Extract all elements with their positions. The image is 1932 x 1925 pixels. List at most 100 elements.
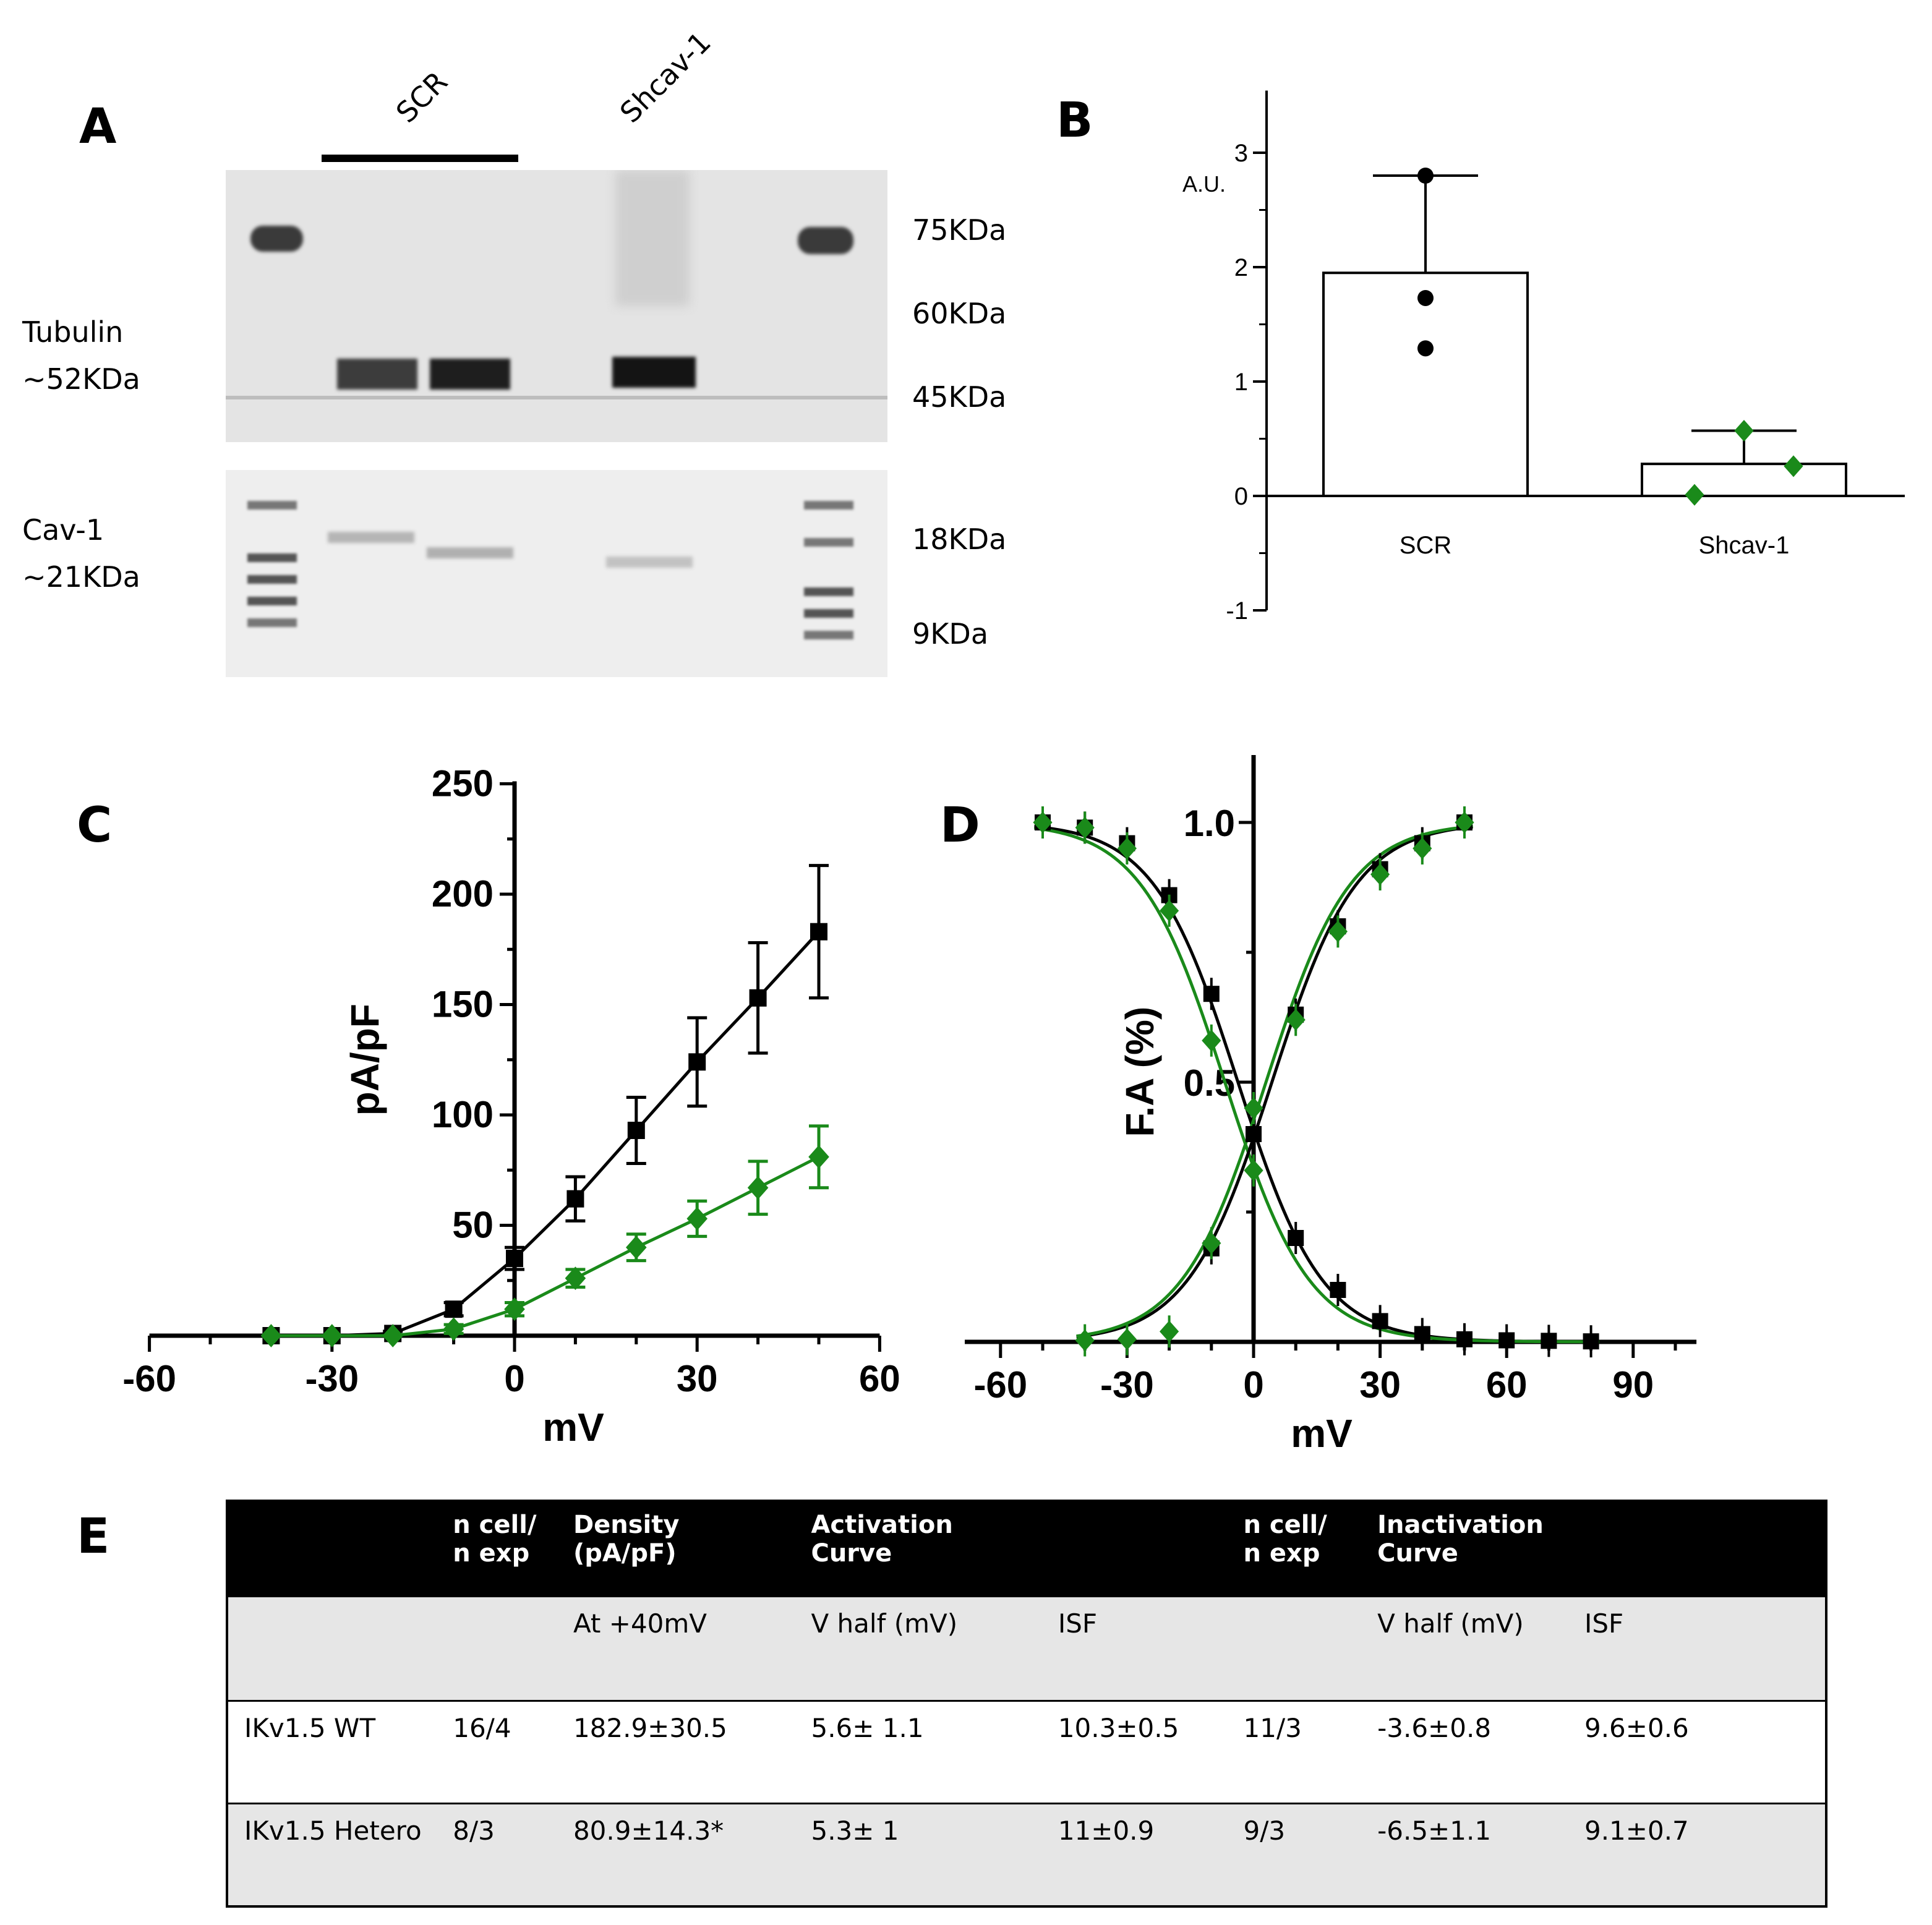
- x-tick-label: -30: [1100, 1364, 1154, 1406]
- data-point: [1372, 1313, 1388, 1330]
- bar: [1322, 271, 1529, 497]
- marker-18kda: 18KDa: [912, 523, 1007, 556]
- table-subheader-cell: At +40mV: [557, 1597, 795, 1701]
- table-row: IKv1.5 WT 16/4 182.9±30.5 5.6± 1.1 10.3±…: [227, 1700, 1826, 1804]
- bar: [1641, 463, 1847, 498]
- ladder-band: [247, 553, 297, 562]
- data-point: [260, 1324, 282, 1347]
- marker-45kda: 45KDa: [912, 380, 1007, 414]
- x-tick-label: 0: [504, 1358, 524, 1399]
- data-point: [1784, 455, 1803, 477]
- y-axis-label: pA/pF: [343, 1004, 387, 1116]
- data-point: [1033, 811, 1053, 834]
- y-tick-label: 3: [1234, 140, 1248, 167]
- table-cell: 5.6± 1.1: [795, 1700, 1042, 1804]
- table-subheader-row: At +40mV V half (mV) ISF V half (mV) ISF: [227, 1597, 1826, 1701]
- data-point: [1288, 1230, 1304, 1246]
- ladder-band: [247, 597, 297, 605]
- data-point: [1541, 1333, 1557, 1349]
- table-header-cell: [1568, 1501, 1826, 1597]
- tubulin-size-label: ~52KDa: [22, 362, 140, 396]
- data-point: [1160, 1320, 1179, 1342]
- x-tick-label: 90: [1612, 1364, 1654, 1406]
- data-point: [1734, 420, 1754, 442]
- data-point: [1203, 986, 1220, 1002]
- x-category-label: SCR: [1400, 532, 1451, 559]
- x-tick-label: -30: [305, 1358, 359, 1399]
- table-header-cell: n cell/ n exp: [1227, 1501, 1362, 1597]
- y-axis-label: F.A (%): [1118, 1007, 1162, 1137]
- data-point: [1328, 920, 1348, 942]
- panel-label-a: A: [79, 99, 117, 155]
- ladder-band: [804, 538, 853, 547]
- tubulin-band: [430, 359, 510, 390]
- y-tick-label: 250: [432, 763, 494, 805]
- table-header-cell: [227, 1501, 437, 1597]
- data-point: [1456, 1331, 1473, 1347]
- table-cell: -3.6±0.8: [1361, 1700, 1568, 1804]
- data-point: [1244, 1159, 1263, 1182]
- table-cell: 9.1±0.7: [1568, 1803, 1826, 1906]
- table-cell: -6.5±1.1: [1361, 1803, 1568, 1906]
- tubulin-band: [337, 359, 417, 390]
- marker-9kda: 9KDa: [912, 617, 989, 651]
- y-tick-label: 0.5: [1184, 1062, 1235, 1104]
- panel-label-c: C: [77, 798, 113, 853]
- cav1-band: [427, 547, 513, 558]
- fit-curve: [1076, 824, 1473, 1338]
- tubulin-label: Tubulin: [22, 315, 124, 349]
- table-header-row: n cell/ n exp Density (pA/pF) Activation…: [227, 1501, 1826, 1597]
- table-subheader-cell: [437, 1597, 557, 1701]
- table-subheader-cell: V half (mV): [795, 1597, 1042, 1701]
- data-point: [1685, 484, 1704, 506]
- data-point: [1413, 837, 1432, 860]
- table-cell: 9/3: [1227, 1803, 1362, 1906]
- x-tick-label: -60: [122, 1358, 176, 1399]
- data-point: [808, 1145, 829, 1169]
- y-tick-label: 50: [452, 1205, 494, 1246]
- marker-60kda: 60KDa: [912, 297, 1007, 330]
- chart-b: -1 0 1 2 3 A.U. SCR Shcav-1: [1182, 90, 1905, 625]
- data-point: [322, 1324, 343, 1347]
- table-subheader-cell: V half (mV): [1361, 1597, 1568, 1701]
- y-tick-label: 2: [1234, 254, 1248, 281]
- table-cell: 11/3: [1227, 1700, 1362, 1804]
- series-line: [271, 930, 820, 1338]
- data-point: [1117, 1328, 1137, 1351]
- table-header-cell: [1041, 1501, 1228, 1597]
- table-cell: IKv1.5 Hetero: [227, 1803, 437, 1906]
- table-header-cell: Inactivation Curve: [1361, 1501, 1568, 1597]
- y-tick-label: 1: [1234, 369, 1248, 396]
- blot-tubulin: [226, 170, 887, 442]
- data-point: [566, 1190, 584, 1208]
- table-cell: 80.9±14.3*: [557, 1803, 795, 1906]
- panel-label-d: D: [940, 798, 980, 853]
- ladder-band: [798, 227, 853, 254]
- ladder-band: [804, 587, 853, 596]
- table-cell: 16/4: [437, 1700, 557, 1804]
- data-point: [445, 1300, 463, 1318]
- data-point: [686, 1206, 707, 1231]
- table-subheader-cell: ISF: [1568, 1597, 1826, 1701]
- data-point: [1370, 863, 1390, 886]
- ladder-band: [247, 618, 297, 627]
- table-header-cell: Density (pA/pF): [557, 1501, 795, 1597]
- y-tick-label: -1: [1226, 597, 1248, 625]
- data-point: [626, 1236, 647, 1260]
- chart-c: -60 -30 0 30 60 50 100 150 200 250 mV pA/pF: [122, 763, 900, 1450]
- y-tick-label: 1.0: [1184, 803, 1235, 844]
- ladder-band: [804, 631, 853, 639]
- y-tick-label: 0: [1234, 483, 1248, 510]
- data-point: [1246, 1126, 1262, 1142]
- panel-label-b: B: [1056, 93, 1093, 148]
- data-point: [749, 989, 767, 1007]
- results-table: n cell/ n exp Density (pA/pF) Activation…: [226, 1500, 1827, 1908]
- data-point: [1417, 168, 1434, 184]
- table-cell: 182.9±30.5: [557, 1700, 795, 1804]
- table-subheader-cell: ISF: [1041, 1597, 1228, 1701]
- data-point: [1583, 1333, 1599, 1350]
- data-point: [1286, 1009, 1306, 1031]
- table-cell: 8/3: [437, 1803, 557, 1906]
- x-axis-label: mV: [1291, 1411, 1353, 1456]
- series-line: [271, 1155, 820, 1338]
